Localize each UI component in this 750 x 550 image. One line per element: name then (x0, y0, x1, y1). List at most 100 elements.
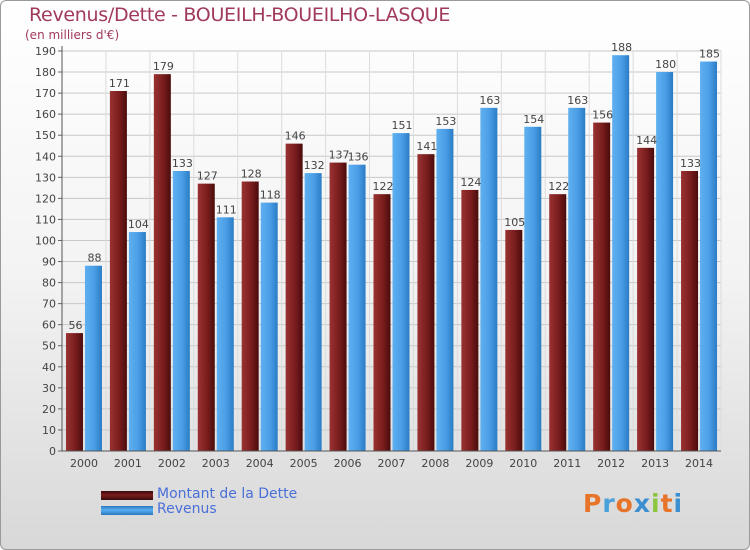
bar-revenus (84, 265, 102, 451)
logo-letter: P (583, 489, 603, 518)
data-label: 104 (128, 218, 149, 231)
x-tick-label: 2010 (509, 457, 537, 470)
logo-letter: t (660, 489, 674, 518)
data-label: 188 (611, 41, 632, 54)
bar-revenus (568, 107, 586, 451)
data-label: 146 (285, 130, 306, 143)
data-label: 153 (435, 115, 456, 128)
bar-revenus (700, 61, 718, 452)
x-tick-label: 2002 (158, 457, 186, 470)
x-tick-label: 2000 (70, 457, 98, 470)
y-tick-label: 180 (35, 66, 56, 79)
data-label: 179 (153, 60, 174, 73)
bar-dette (329, 162, 347, 451)
data-label: 133 (680, 157, 701, 170)
data-label: 163 (479, 94, 500, 107)
bar-revenus (436, 128, 454, 451)
data-label: 137 (329, 149, 350, 162)
y-tick-label: 170 (35, 87, 56, 100)
y-tick-label: 90 (42, 256, 56, 269)
data-label: 154 (523, 113, 544, 126)
data-label: 127 (197, 170, 218, 183)
x-tick-label: 2007 (378, 457, 406, 470)
y-tick-label: 40 (42, 361, 56, 374)
data-label: 122 (548, 180, 569, 193)
x-tick-label: 2004 (246, 457, 274, 470)
data-label: 151 (392, 119, 413, 132)
y-tick-label: 0 (49, 445, 56, 458)
data-label: 141 (416, 140, 437, 153)
data-label: 136 (348, 151, 369, 164)
bar-dette (197, 183, 215, 451)
data-label: 185 (699, 48, 720, 61)
data-label: 118 (260, 189, 281, 202)
x-tick-label: 2013 (641, 457, 669, 470)
y-tick-label: 160 (35, 108, 56, 121)
y-tick-label: 150 (35, 129, 56, 142)
legend-label-revenus: Revenus (157, 501, 217, 517)
bar-revenus (656, 72, 674, 451)
bar-dette (505, 229, 523, 451)
bar-dette (461, 189, 479, 451)
bar-revenus (524, 126, 542, 451)
logo-letter: i (673, 489, 684, 518)
legend-label-dette: Montant de la Dette (157, 486, 298, 502)
legend-swatch-dette (101, 491, 153, 500)
x-tick-label: 2014 (685, 457, 713, 470)
y-tick-label: 70 (42, 298, 56, 311)
x-tick-label: 2003 (202, 457, 230, 470)
data-label: 122 (373, 180, 394, 193)
x-tick-label: 2005 (290, 457, 318, 470)
bar-dette (241, 181, 259, 452)
bar-dette (593, 122, 611, 451)
bar-dette (65, 333, 83, 451)
chart-title: Revenus/Dette - BOUEILH-BOUEILHO-LASQUE (29, 4, 451, 26)
bar-dette (637, 147, 655, 451)
data-labels: 56 88 171 104 179 133 127 111 128 118 146 132 137136… (68, 41, 720, 332)
y-tick-label: 120 (35, 192, 56, 205)
y-tick-label: 60 (42, 319, 56, 332)
data-label: 132 (304, 159, 325, 172)
data-label: 105 (504, 216, 525, 229)
data-label: 163 (567, 94, 588, 107)
data-label: 128 (241, 168, 262, 181)
y-tick-label: 140 (35, 150, 56, 163)
data-label: 111 (216, 203, 237, 216)
bar-revenus (480, 107, 498, 451)
data-label: 180 (655, 58, 676, 71)
bar-dette (373, 194, 391, 451)
axes: 0 10 20 30 40 50 60 70 80 90 100 110 120 130 140 150 160… (35, 45, 721, 470)
data-label: 156 (592, 109, 613, 122)
logo-letter: o (615, 489, 634, 518)
data-label: 56 (68, 319, 82, 332)
data-label: 171 (109, 77, 130, 90)
bar-revenus (392, 133, 410, 451)
grid-lines (61, 50, 722, 452)
bars (65, 55, 718, 452)
bar-revenus (612, 55, 630, 452)
logo-letter: r (602, 489, 616, 518)
legend-swatch-revenus (101, 506, 153, 515)
logo-letter: x (633, 489, 651, 518)
y-tick-label: 190 (35, 45, 56, 58)
x-tick-label: 2009 (465, 457, 493, 470)
y-tick-label: 80 (42, 277, 56, 290)
logo-letter: i (651, 489, 661, 518)
data-label: 88 (87, 252, 101, 265)
bar-revenus (172, 171, 190, 451)
bar-dette (681, 171, 699, 451)
bar-revenus (128, 232, 146, 451)
y-tick-label: 100 (35, 234, 56, 247)
x-tick-label: 2011 (553, 457, 581, 470)
data-label: 144 (636, 134, 657, 147)
y-tick-label: 130 (35, 171, 56, 184)
data-label: 124 (460, 176, 481, 189)
proxiti-logo: Proxiti (583, 489, 683, 518)
x-tick-label: 2001 (114, 457, 142, 470)
bar-dette (109, 91, 127, 451)
bar-dette (285, 143, 303, 451)
x-tick-label: 2008 (421, 457, 449, 470)
bar-dette (417, 154, 435, 451)
